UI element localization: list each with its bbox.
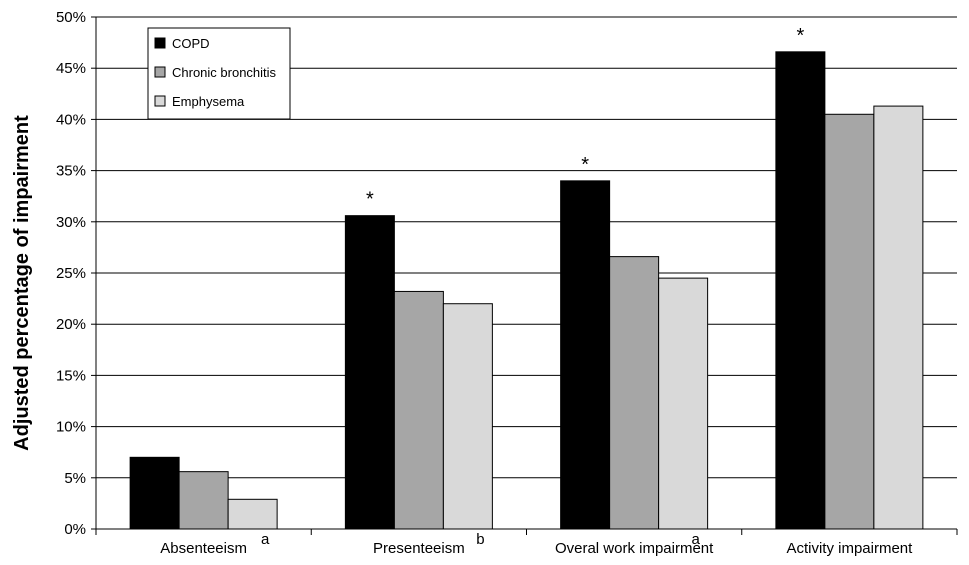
y-tick-label: 5% [64, 470, 86, 487]
labels: 0% 5% 10% 15% 20% 25% 30% 35% 40% 45% 50% Absenteei… [56, 9, 913, 557]
bar [873, 105, 924, 530]
bar [609, 256, 660, 530]
legend-box [147, 27, 291, 120]
bar [178, 471, 229, 530]
category-label: Presenteeism [373, 540, 465, 557]
bar [344, 215, 395, 530]
y-tick-label: 35% [56, 163, 86, 180]
category-note: a [261, 531, 270, 548]
legend: COPD Chronic bronchitis Emphysema [147, 27, 291, 120]
y-tick-label: 40% [56, 111, 86, 128]
bar [658, 277, 709, 530]
category-label: Absenteeism [160, 540, 247, 557]
bar [824, 113, 875, 530]
y-tick-label: 30% [56, 214, 86, 231]
legend-label: COPD [172, 36, 210, 51]
gridlines [96, 16, 957, 479]
significance-marker: * [796, 25, 804, 47]
axes [91, 16, 958, 535]
y-tick-label: 45% [56, 60, 86, 77]
category-note: a [691, 531, 700, 548]
category-label: Overal work impairment [555, 540, 714, 557]
y-tick-label: 50% [56, 9, 86, 26]
legend-label: Emphysema [172, 94, 245, 109]
y-axis-title: Adjusted percentage of impairment [11, 115, 33, 451]
legend-label: Chronic bronchitis [172, 65, 277, 80]
y-tick-label: 25% [56, 265, 86, 282]
legend-swatch [154, 66, 166, 78]
y-tick-label: 20% [56, 316, 86, 333]
bar [442, 303, 493, 530]
category-note: b [476, 531, 484, 548]
bar [560, 180, 611, 530]
legend-swatch [154, 95, 166, 107]
bar [227, 498, 278, 530]
y-tick-label: 0% [64, 521, 86, 538]
bar [393, 290, 444, 530]
category-label: Activity impairment [786, 540, 913, 557]
bar [129, 456, 180, 530]
y-tick-label: 10% [56, 419, 86, 436]
bar [775, 51, 826, 530]
legend-swatch [154, 37, 166, 49]
bars [129, 51, 924, 530]
y-tick-label: 15% [56, 367, 86, 384]
significance-marker: * [581, 154, 589, 176]
significance-marker: * [366, 189, 374, 211]
